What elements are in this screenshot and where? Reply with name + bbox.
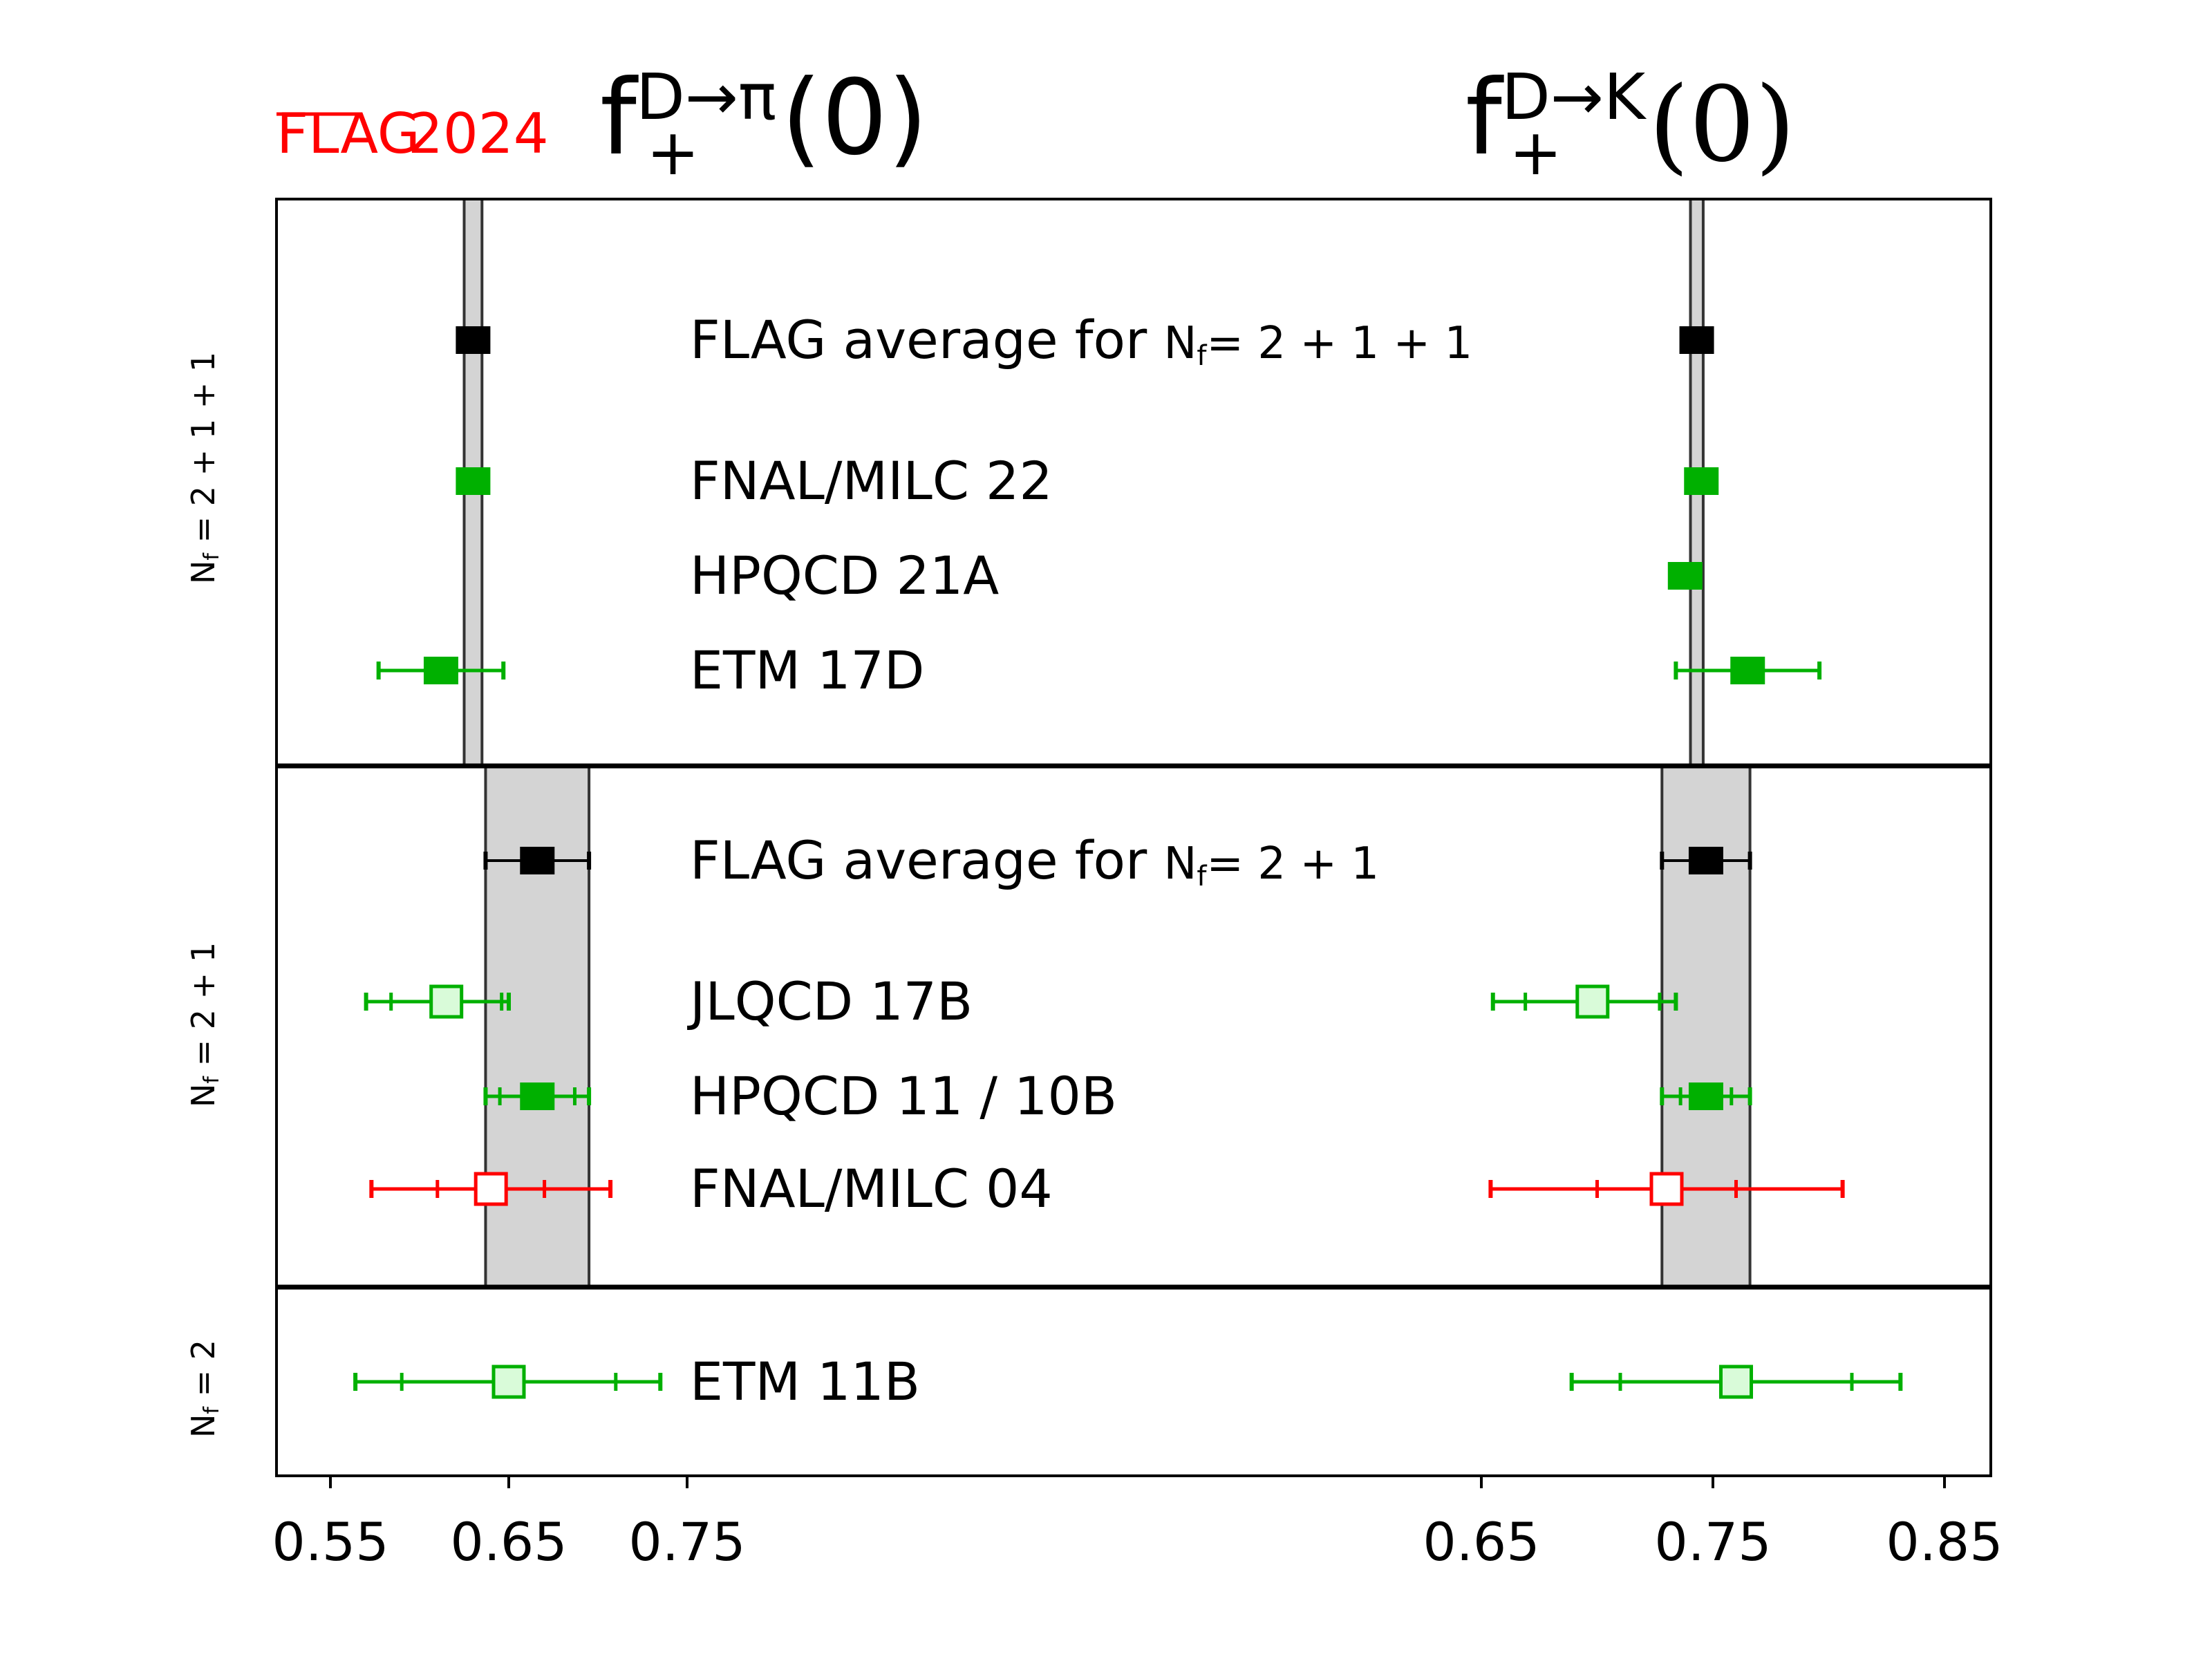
data-point-dpi <box>423 657 458 684</box>
title-dpi-sup: D→π <box>636 60 776 134</box>
group-label-2p1p1: Nf = 2 + 1 + 1 <box>185 352 224 584</box>
row-label: HPQCD 21A <box>690 545 999 606</box>
row-label: ETM 17D <box>690 639 924 701</box>
title-dk-sup: D→K <box>1501 60 1647 134</box>
flag-brand-text: FLAG <box>276 102 420 166</box>
x-tick-label: 0.55 <box>272 1511 388 1573</box>
row-label: FNAL/MILC 22 <box>690 450 1053 512</box>
data-point-dk <box>1649 1172 1684 1206</box>
data-point-dpi <box>456 326 491 354</box>
data-point-dk <box>1730 657 1765 684</box>
data-point-dk <box>1688 847 1723 874</box>
data-point-dk <box>1684 467 1719 495</box>
row-label: JLQCD 17B <box>687 971 973 1032</box>
data-point-dk <box>1575 984 1610 1019</box>
data-points <box>353 326 1903 1399</box>
data-point-dpi <box>474 1172 508 1206</box>
title-dk-f: f <box>1465 58 1504 178</box>
nf-N: N <box>1163 318 1197 369</box>
row-label: FNAL/MILC 04 <box>690 1158 1053 1219</box>
data-point-dpi <box>456 467 491 495</box>
data-point-dpi <box>520 847 555 874</box>
average-band-dpi <box>484 765 591 1288</box>
x-tick-label: 0.75 <box>1654 1511 1771 1573</box>
x-tick-label: 0.65 <box>1423 1511 1539 1573</box>
data-point-dk <box>1679 326 1714 354</box>
title-dpi-f: f <box>600 58 639 178</box>
row-label: HPQCD 11 / 10B <box>690 1065 1117 1127</box>
x-tick-label: 0.85 <box>1886 1511 2003 1573</box>
data-point-dpi <box>429 984 464 1019</box>
row-label: FLAG average for Nf= 2 + 1 + 1 <box>690 309 1472 372</box>
group-label-2: Nf = 2 <box>185 1340 224 1438</box>
title-dk-arg: (0) <box>1649 65 1795 185</box>
data-point-dk <box>1688 1082 1723 1110</box>
title-dpi-arg: (0) <box>781 58 928 178</box>
title-dk: f D→K + (0) <box>1465 58 1795 189</box>
data-point-dpi <box>520 1082 555 1110</box>
group-label-2p1: Nf = 2 + 1 <box>185 942 224 1107</box>
average-band-dk <box>1660 765 1752 1288</box>
title-dk-sub: + <box>1509 115 1562 189</box>
title-dpi: f D→π + (0) <box>600 58 928 189</box>
plot-frame <box>275 198 1992 1477</box>
data-point-dk <box>1719 1365 1753 1399</box>
row-label: ETM 11B <box>690 1351 920 1412</box>
x-tick-label: 0.75 <box>628 1511 745 1573</box>
flag-brand-year: 2024 <box>408 102 549 166</box>
data-point-dpi <box>491 1365 526 1399</box>
x-axis-ticks: 0.55 0.65 0.75 0.65 0.75 0.85 <box>272 1476 2003 1573</box>
flag-logo: FLAG 2024 <box>276 102 549 166</box>
data-point-dk <box>1667 562 1703 590</box>
x-tick-label: 0.65 <box>450 1511 567 1573</box>
row-label: FLAG average for Nf= 2 + 1 <box>690 830 1379 892</box>
title-dpi-sub: + <box>646 115 700 189</box>
nf-f: f <box>1197 340 1207 372</box>
row-labels: FLAG average for Nf= 2 + 1 + 1 FNAL/MILC… <box>687 309 1472 1412</box>
